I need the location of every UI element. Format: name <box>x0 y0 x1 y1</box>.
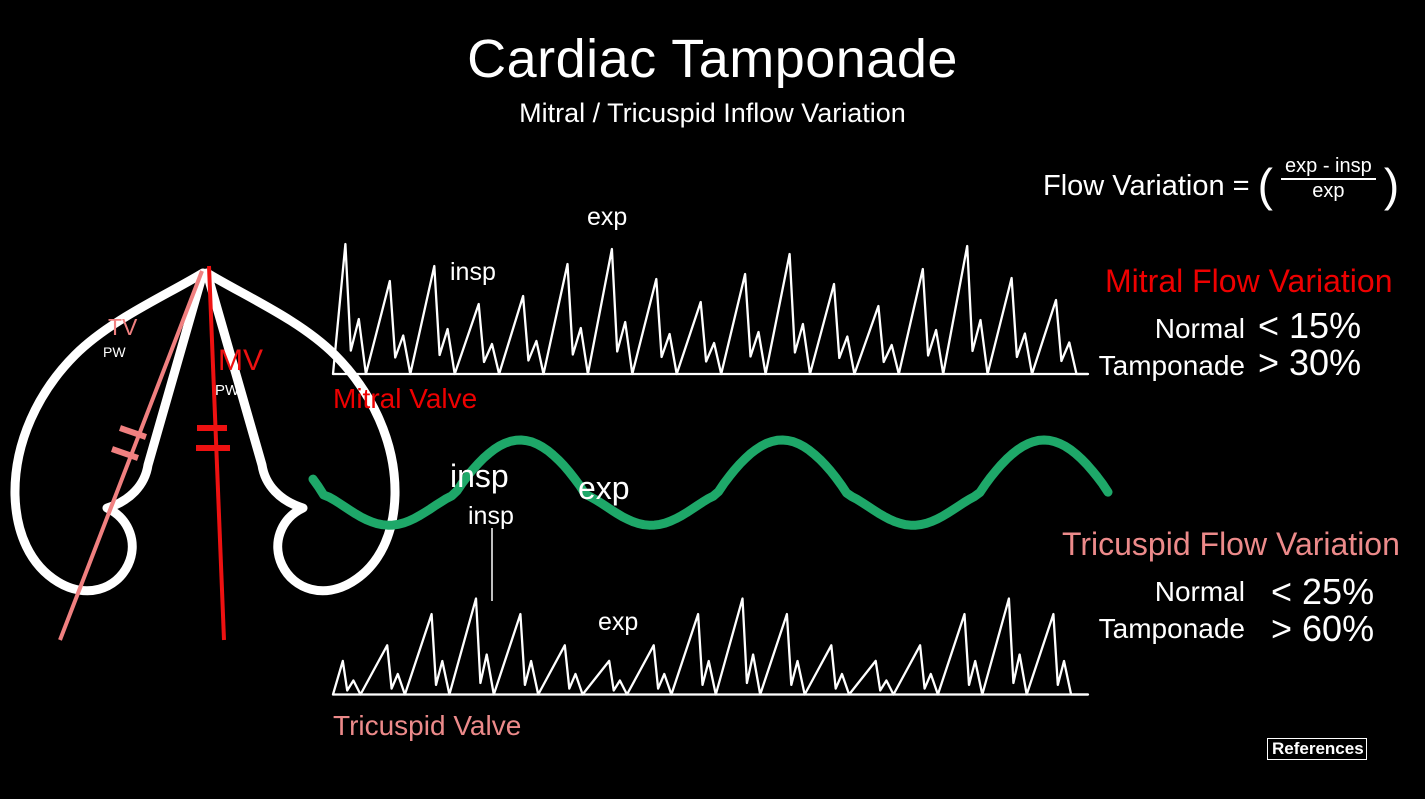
svg-text:PW: PW <box>215 382 240 399</box>
svg-text:PW: PW <box>103 344 126 360</box>
svg-text:TV: TV <box>108 314 138 340</box>
svg-text:MV: MV <box>218 344 263 377</box>
